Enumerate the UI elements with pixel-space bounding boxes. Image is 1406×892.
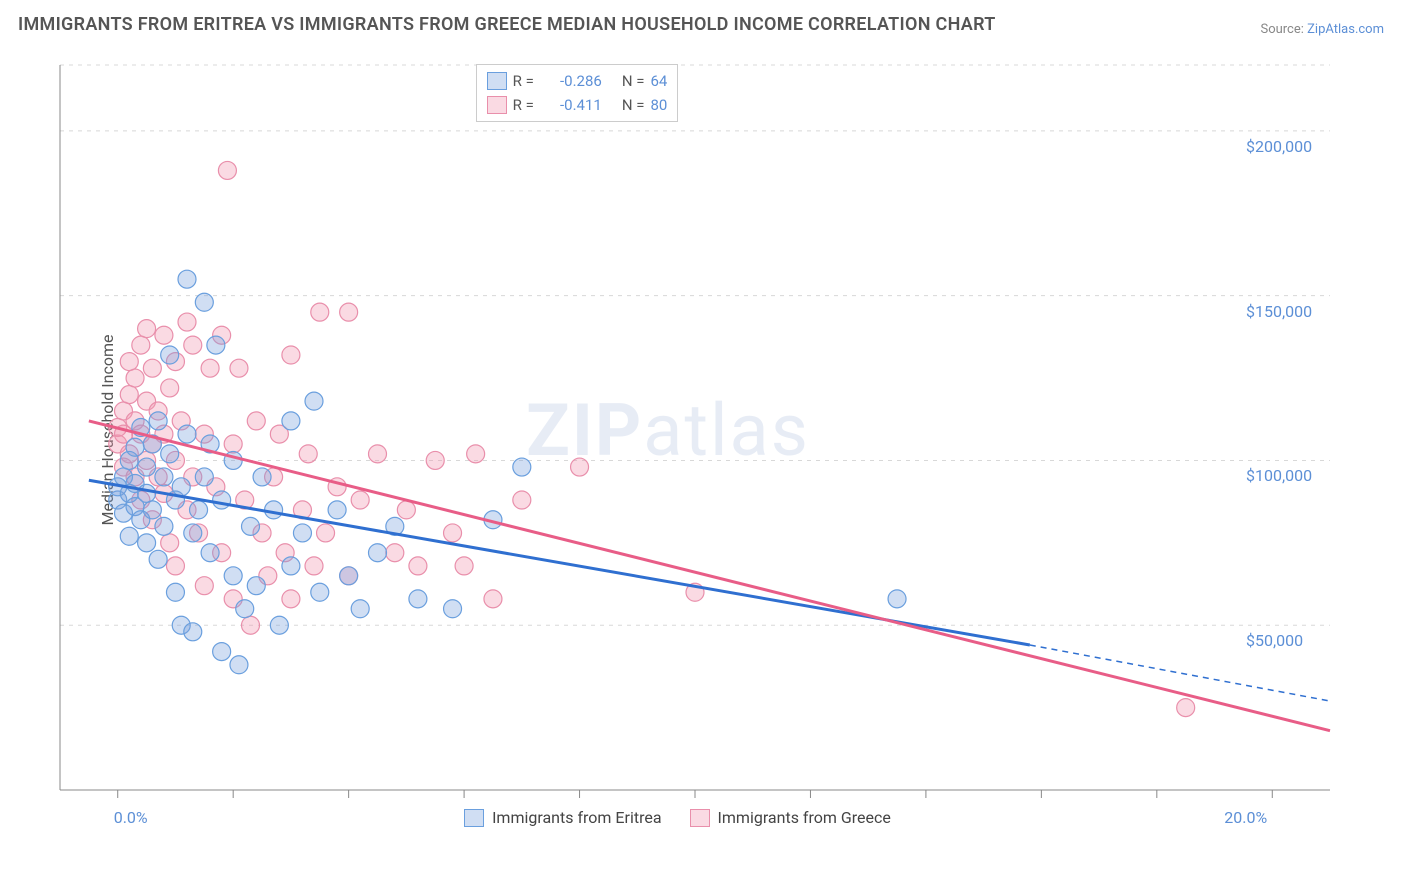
legend-item: Immigrants from Greece: [690, 808, 891, 827]
y-tick-label: $150,000: [1246, 302, 1312, 321]
series-swatch: [464, 809, 484, 827]
legend-label: Immigrants from Greece: [718, 808, 891, 827]
y-tick-label: $50,000: [1246, 631, 1303, 650]
r-label: R =: [513, 72, 534, 90]
chart-title: IMMIGRANTS FROM ERITREA VS IMMIGRANTS FR…: [18, 14, 996, 35]
n-value: 64: [650, 72, 667, 90]
source-attribution: Source: ZipAtlas.com: [1260, 22, 1384, 37]
legend-label: Immigrants from Eritrea: [492, 808, 661, 827]
correlation-row: R = -0.286 N = 64: [487, 69, 668, 93]
correlation-row: R = -0.411 N = 80: [487, 93, 668, 117]
scatter-chart: [50, 45, 1370, 835]
n-label: N =: [622, 72, 645, 90]
series-swatch: [487, 96, 507, 114]
x-tick-label: 0.0%: [114, 808, 148, 827]
source-link[interactable]: ZipAtlas.com: [1307, 22, 1384, 37]
correlation-legend: R = -0.286 N = 64 R = -0.411 N = 80: [476, 64, 679, 122]
y-tick-label: $100,000: [1246, 466, 1312, 485]
n-label: N =: [622, 96, 645, 114]
series-swatch: [487, 72, 507, 90]
r-value: -0.411: [540, 96, 602, 114]
n-value: 80: [650, 96, 667, 114]
r-value: -0.286: [540, 72, 602, 90]
y-tick-label: $200,000: [1246, 137, 1312, 156]
r-label: R =: [513, 96, 534, 114]
chart-area: ZIPatlas R = -0.286N = 64 R = -0.411N = …: [50, 45, 1370, 835]
legend-item: Immigrants from Eritrea: [464, 808, 661, 827]
series-swatch: [690, 809, 710, 827]
source-prefix: Source:: [1260, 22, 1307, 37]
series-legend: Immigrants from Eritrea Immigrants from G…: [464, 808, 891, 827]
x-tick-label: 20.0%: [1224, 808, 1267, 827]
